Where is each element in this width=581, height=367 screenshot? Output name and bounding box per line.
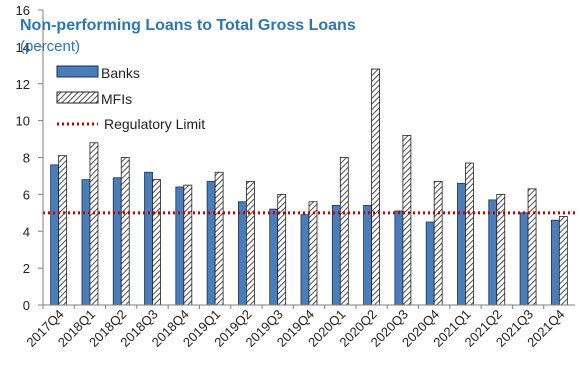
y-tick-label: 8 <box>23 151 30 166</box>
bar-banks <box>206 181 216 306</box>
legend-swatch-mfis <box>56 91 99 104</box>
bar-banks <box>519 212 529 306</box>
bar-mfis <box>465 162 474 306</box>
bar-banks <box>81 179 91 306</box>
bar-banks <box>331 205 341 306</box>
bar-banks <box>363 205 372 306</box>
bar-banks <box>457 182 466 306</box>
bar-mfis <box>246 181 255 306</box>
bar-mfis <box>152 179 161 306</box>
chart-subtitle: (percent) <box>20 38 80 55</box>
bar-mfis <box>308 201 318 306</box>
bar-banks <box>112 177 122 306</box>
y-tick-label: 12 <box>16 77 30 92</box>
axes <box>42 10 575 306</box>
legend-label-banks: Banks <box>101 65 140 81</box>
bar-mfis <box>496 193 506 306</box>
y-tick-label: 14 <box>16 40 30 55</box>
bar-mfis <box>183 184 193 306</box>
bar-mfis <box>433 181 443 306</box>
legend: Banks MFIs Regulatory Limit <box>56 65 205 132</box>
bar-banks <box>238 201 247 306</box>
bar-mfis <box>120 157 130 306</box>
y-tick-label: 0 <box>23 298 30 313</box>
bars <box>50 68 568 306</box>
bar-mfis <box>339 157 349 306</box>
bar-mfis <box>558 216 568 306</box>
y-tick-label: 4 <box>23 224 30 239</box>
bar-mfis <box>371 68 380 306</box>
x-axis-ticks: 2017Q42018Q12018Q22018Q32018Q42019Q12019… <box>23 305 567 350</box>
bar-mfis <box>58 155 68 306</box>
bar-banks <box>269 208 279 306</box>
y-axis-ticks: 0 2 4 6 8 10 12 14 16 <box>16 3 43 313</box>
chart-title: Non-performing Loans to Total Gross Loan… <box>20 17 356 34</box>
bar-banks <box>175 186 185 306</box>
bar-mfis <box>89 142 99 306</box>
bar-banks <box>425 221 435 306</box>
bar-mfis <box>402 134 412 306</box>
y-tick-label: 10 <box>16 114 30 129</box>
bar-mfis <box>527 188 537 306</box>
legend-swatch-banks <box>56 65 99 78</box>
legend-label-limit: Regulatory Limit <box>104 116 205 132</box>
bar-banks <box>300 214 310 306</box>
y-tick-label: 16 <box>16 3 30 18</box>
legend-label-mfis: MFIs <box>101 91 132 107</box>
bar-mfis <box>214 171 224 306</box>
y-tick-label: 6 <box>23 187 30 202</box>
y-tick-label: 2 <box>23 261 30 276</box>
bar-banks <box>550 219 560 306</box>
bar-banks <box>488 199 498 306</box>
bar-banks <box>50 164 60 306</box>
bar-banks <box>144 171 153 306</box>
bar-mfis <box>277 193 287 306</box>
bar-banks <box>394 210 404 306</box>
